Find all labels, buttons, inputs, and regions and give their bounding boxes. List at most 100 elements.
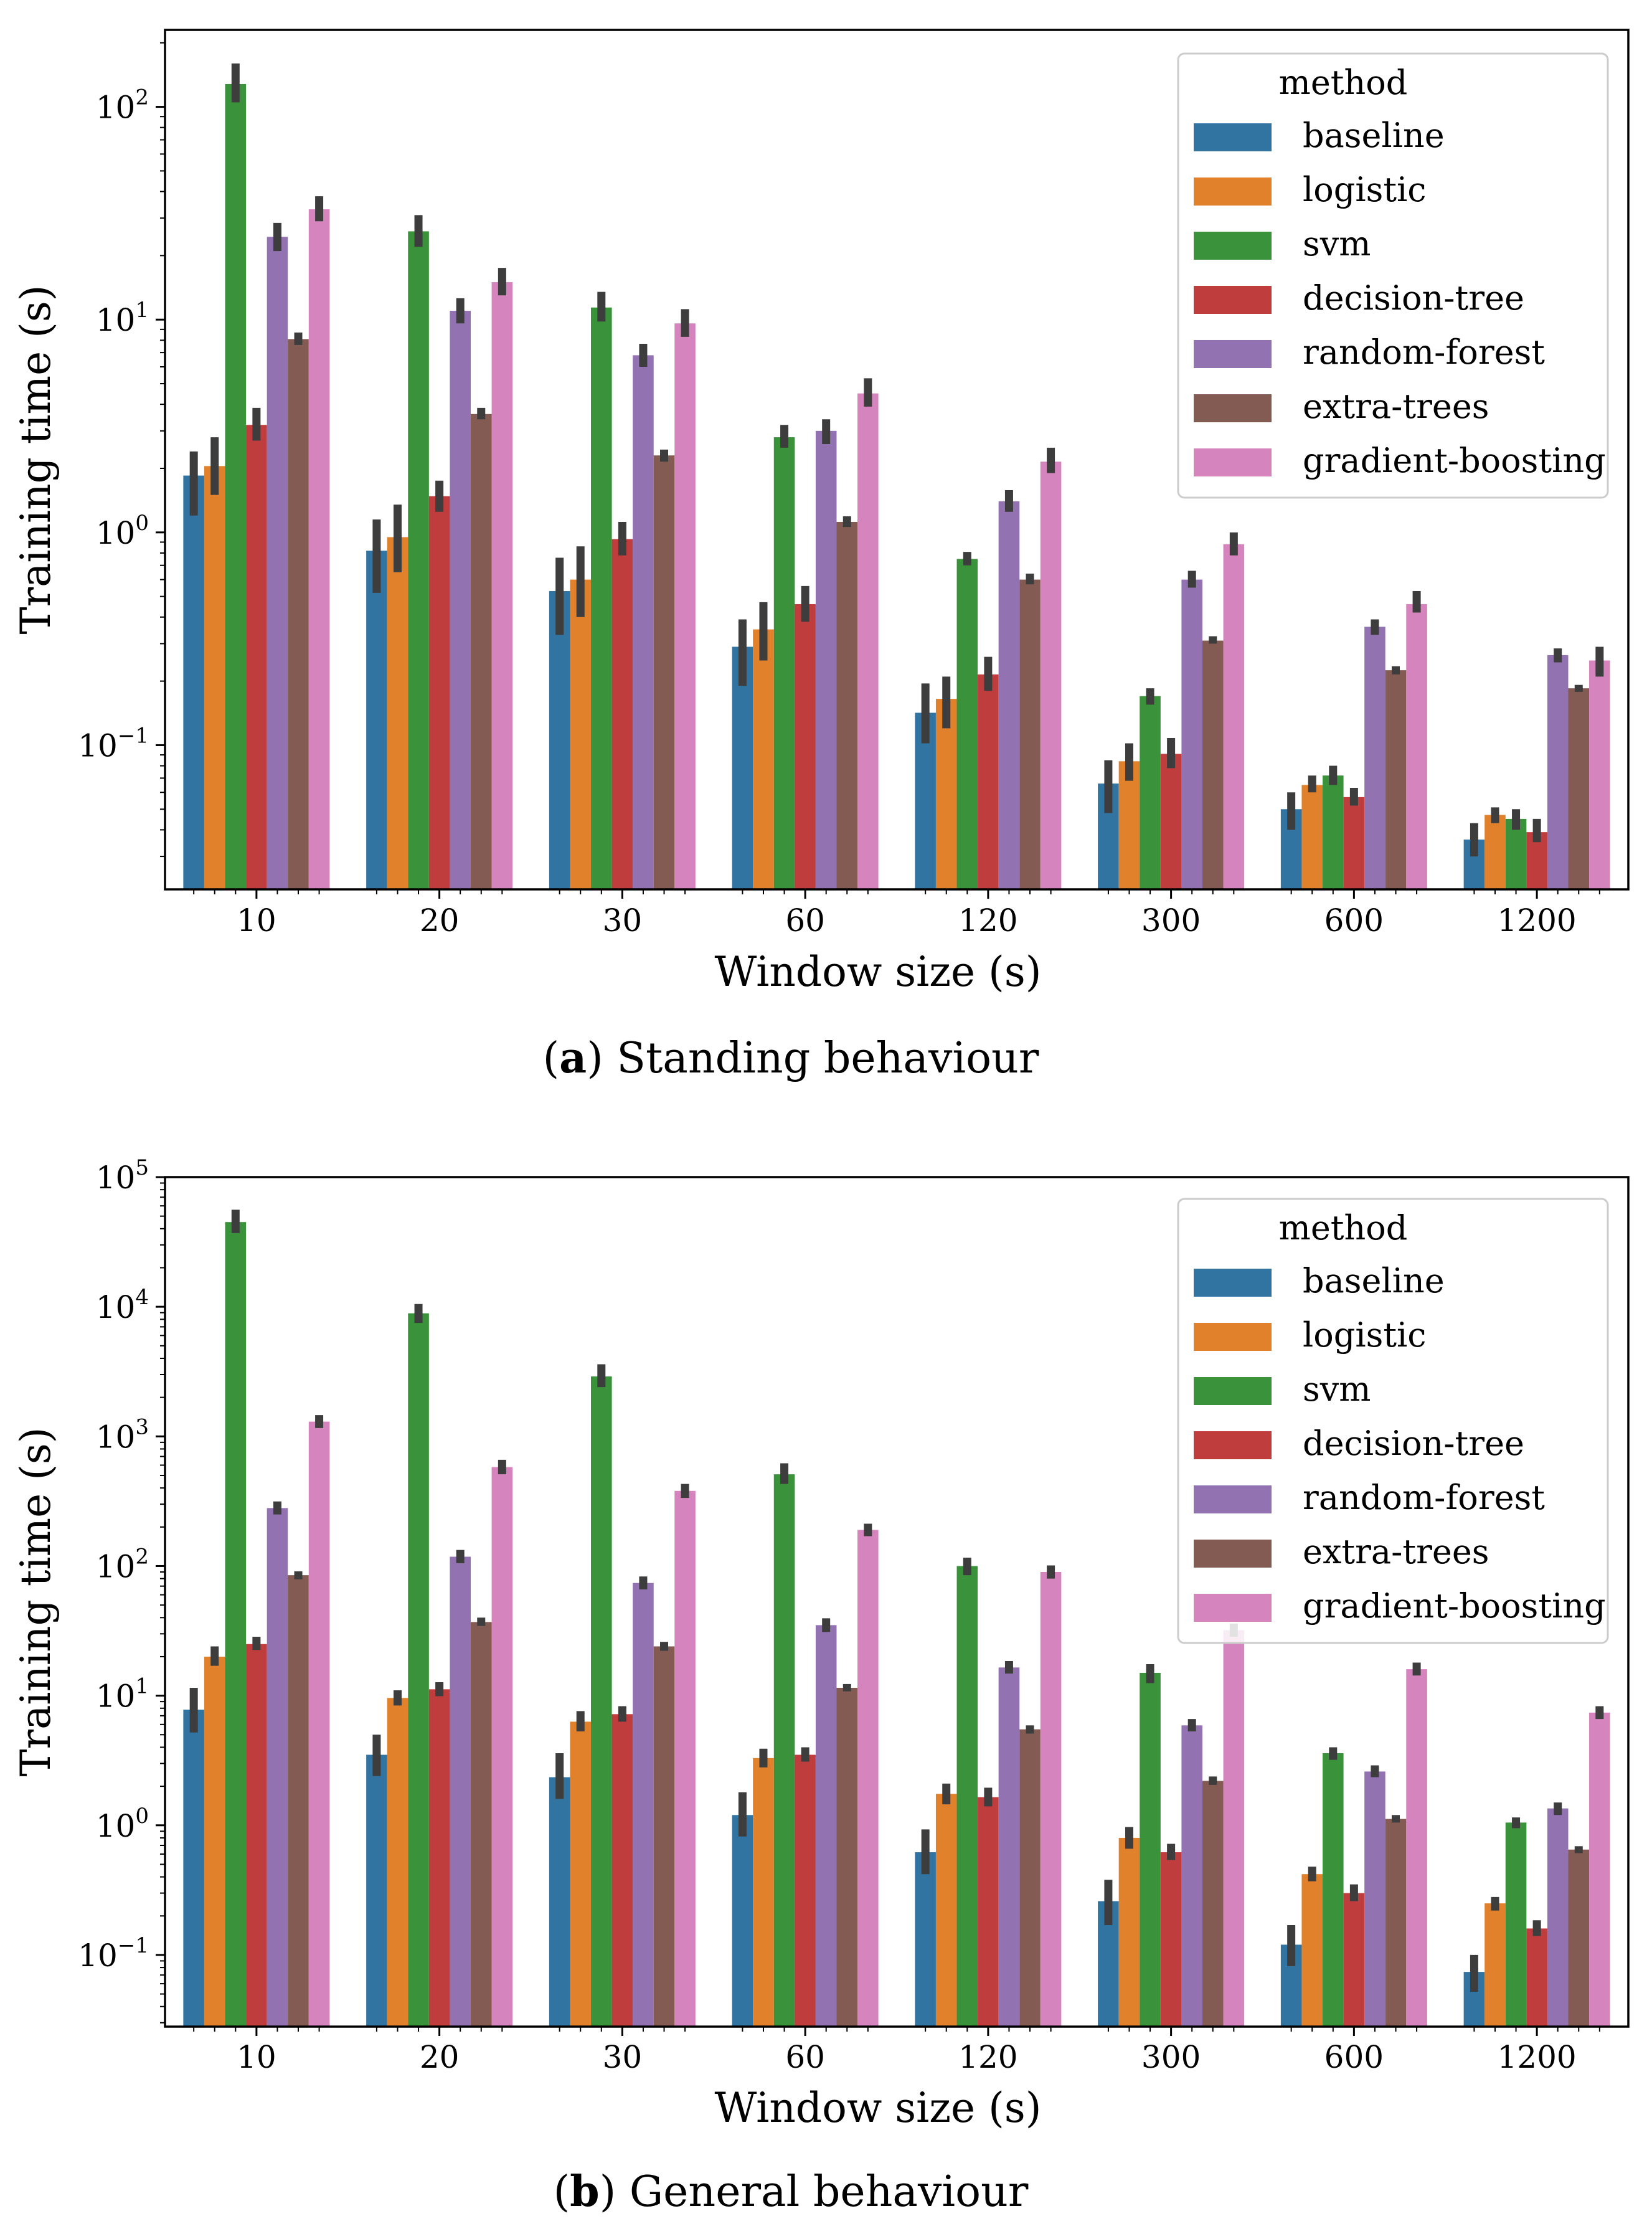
y-tick-label: 102	[96, 85, 149, 126]
bar-random-forest-600	[1364, 1771, 1385, 2027]
series-random-forest	[267, 1508, 1569, 2027]
bar-random-forest-300	[1181, 1725, 1202, 2027]
axes-frame	[164, 29, 1630, 891]
y-tick-base: 10	[96, 1808, 136, 1844]
bar-logistic-300	[1118, 761, 1140, 889]
y-tick-exponent: 3	[135, 1414, 149, 1439]
bar-extra-trees-1200	[1568, 688, 1590, 889]
legend: method baseline logistic svm decision-tree ra…	[1177, 52, 1609, 499]
legend-swatch-baseline	[1194, 123, 1272, 151]
y-tick-exponent: −1	[118, 723, 149, 748]
bar-baseline-10	[183, 475, 204, 889]
bar-svm-600	[1323, 1753, 1344, 2027]
legend-box	[1177, 52, 1609, 499]
legend-swatch-baseline	[1194, 1269, 1272, 1297]
bar-gradient-boosting-120	[1040, 462, 1062, 889]
legend-swatch-random-forest	[1194, 1485, 1272, 1513]
bar-logistic-120	[935, 699, 957, 889]
x-tick-label: 120	[958, 902, 1017, 939]
x-tick-label: 20	[420, 2039, 460, 2075]
y-tick-label: 101	[96, 298, 149, 338]
x-tick-label: 600	[1324, 2039, 1384, 2075]
x-tick-label: 10	[237, 2039, 276, 2075]
bar-gradient-boosting-120	[1040, 1571, 1062, 2027]
legend-label-random-forest: random-forest	[1303, 333, 1545, 372]
bar-baseline-30	[549, 1777, 570, 2027]
y-tick-base: 10	[96, 1289, 136, 1325]
axes-frame	[164, 1176, 1630, 2028]
bar-logistic-30	[570, 579, 592, 889]
bar-logistic-10	[204, 1656, 225, 2027]
bar-gradient-boosting-600	[1406, 1669, 1427, 2027]
series-gradient-boosting	[308, 209, 1610, 890]
bar-decision-tree-20	[428, 1689, 450, 2027]
bar-baseline-60	[732, 1815, 753, 2027]
bar-extra-trees-10	[288, 1575, 309, 2027]
bar-svm-10	[225, 83, 247, 890]
y-tick-label: 10−1	[78, 723, 149, 764]
y-axis-label: Training time (s)	[12, 285, 60, 635]
bar-random-forest-1200	[1547, 655, 1569, 889]
series-logistic	[204, 1656, 1506, 2027]
caption-b: (b) General behaviour	[554, 2167, 1029, 2217]
y-tick-exponent: 5	[135, 1155, 149, 1180]
bar-decision-tree-10	[246, 1644, 267, 2027]
x-tick-label: 60	[785, 902, 825, 939]
x-tick-label: 1200	[1498, 902, 1577, 939]
bar-decision-tree-30	[611, 1714, 633, 2027]
bar-svm-300	[1140, 696, 1161, 889]
legend-label-baseline: baseline	[1303, 116, 1445, 155]
bar-decision-tree-20	[428, 496, 450, 889]
bar-logistic-10	[204, 466, 225, 889]
y-tick-exponent: −1	[118, 1933, 149, 1958]
bar-svm-120	[956, 1566, 978, 2027]
bar-logistic-300	[1118, 1837, 1140, 2027]
legend: method baseline logistic svm decision-tree ra…	[1177, 1198, 1609, 1644]
bar-svm-20	[408, 231, 429, 889]
y-tick-base: 10	[78, 727, 118, 764]
y-tick-exponent: 1	[135, 1674, 149, 1699]
y-tick-base: 10	[96, 1548, 136, 1584]
bar-decision-tree-1200	[1526, 1928, 1547, 2027]
y-tick-label: 104	[96, 1285, 149, 1325]
bar-decision-tree-30	[611, 539, 633, 889]
x-axis-label: Window size (s)	[715, 948, 1042, 996]
bar-svm-120	[956, 559, 978, 889]
bar-decision-tree-120	[978, 1797, 999, 2027]
series-extra-trees	[288, 1575, 1590, 2027]
y-tick-exponent: 0	[135, 511, 149, 536]
bar-baseline-20	[366, 551, 387, 889]
x-tick-label: 120	[958, 2039, 1017, 2075]
x-tick-label: 30	[603, 2039, 643, 2075]
bar-baseline-10	[183, 1710, 204, 2027]
y-tick-base: 10	[96, 1419, 136, 1455]
bar-random-forest-20	[450, 1556, 471, 2027]
bar-random-forest-10	[267, 237, 288, 890]
bar-svm-600	[1323, 775, 1344, 889]
series-gradient-boosting	[308, 1421, 1610, 2027]
legend-label-decision-tree: decision-tree	[1303, 278, 1524, 318]
bar-logistic-20	[387, 1698, 408, 2027]
bar-decision-tree-600	[1343, 797, 1365, 889]
y-tick-label: 102	[96, 1544, 149, 1584]
legend-swatch-extra-trees	[1194, 394, 1272, 422]
bar-logistic-1200	[1484, 815, 1506, 889]
bar-extra-trees-600	[1385, 670, 1407, 889]
series-baseline	[183, 475, 1485, 889]
bar-gradient-boosting-30	[674, 323, 696, 889]
series-random-forest	[267, 237, 1569, 890]
x-tick-label: 60	[785, 2039, 825, 2075]
series-extra-trees	[288, 339, 1590, 889]
y-tick-exponent: 0	[135, 1804, 149, 1829]
x-tick-label: 10	[237, 902, 276, 939]
y-tick-base: 10	[96, 1678, 136, 1715]
bar-extra-trees-600	[1385, 1819, 1407, 2027]
legend-label-logistic: logistic	[1303, 170, 1427, 209]
bar-svm-300	[1140, 1672, 1161, 2027]
bar-random-forest-300	[1181, 579, 1202, 889]
legend-label-gradient-boosting: gradient-boosting	[1303, 441, 1606, 480]
bar-svm-30	[591, 307, 612, 889]
legend-title: method	[1279, 1208, 1408, 1247]
